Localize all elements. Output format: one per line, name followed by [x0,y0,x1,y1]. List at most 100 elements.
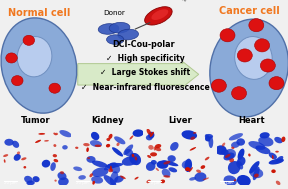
Ellipse shape [190,136,195,140]
Ellipse shape [112,147,123,156]
Ellipse shape [129,153,141,165]
Circle shape [23,35,35,45]
Ellipse shape [228,161,240,174]
Ellipse shape [237,175,251,186]
Text: 20 μm: 20 μm [4,181,17,185]
Ellipse shape [148,132,154,139]
Ellipse shape [1,18,77,113]
Ellipse shape [108,168,113,172]
Ellipse shape [83,143,90,146]
Ellipse shape [168,155,176,162]
Ellipse shape [12,141,19,148]
Ellipse shape [275,151,279,153]
Ellipse shape [229,158,234,162]
Ellipse shape [124,149,133,156]
Ellipse shape [255,145,270,154]
Ellipse shape [163,161,170,164]
Text: ✓  Large Stokes shift: ✓ Large Stokes shift [101,68,190,77]
Ellipse shape [248,153,251,156]
Circle shape [249,19,264,32]
Text: Donor: Donor [103,10,125,16]
Ellipse shape [107,35,124,44]
Circle shape [232,87,247,100]
Ellipse shape [253,167,260,180]
Ellipse shape [21,157,26,160]
Ellipse shape [90,173,93,177]
FancyArrow shape [78,62,199,87]
Ellipse shape [106,138,110,141]
Ellipse shape [225,154,230,158]
Ellipse shape [269,159,284,165]
Ellipse shape [17,151,20,154]
Ellipse shape [38,133,45,135]
Ellipse shape [118,29,139,40]
Ellipse shape [92,181,95,185]
Ellipse shape [56,133,58,135]
Ellipse shape [132,129,144,137]
Ellipse shape [116,143,120,146]
Ellipse shape [33,176,40,182]
Ellipse shape [260,132,270,139]
Ellipse shape [235,36,272,79]
Text: Heart: Heart [239,116,265,125]
Ellipse shape [154,147,156,151]
Ellipse shape [155,144,161,148]
Ellipse shape [151,9,168,20]
Ellipse shape [210,19,288,117]
Ellipse shape [24,176,33,183]
Ellipse shape [239,176,250,185]
Ellipse shape [146,162,156,171]
Ellipse shape [109,22,130,33]
Ellipse shape [258,136,274,146]
Ellipse shape [196,170,201,173]
Ellipse shape [109,163,120,174]
Circle shape [12,76,23,86]
Ellipse shape [95,145,101,147]
Ellipse shape [60,171,64,174]
Ellipse shape [130,135,133,139]
Ellipse shape [269,153,277,159]
Ellipse shape [221,149,229,155]
Circle shape [220,29,235,42]
Ellipse shape [58,172,67,180]
Ellipse shape [78,175,86,180]
Ellipse shape [58,177,69,186]
Circle shape [237,49,252,62]
Ellipse shape [156,168,159,171]
Ellipse shape [160,160,168,167]
Ellipse shape [185,159,192,172]
Ellipse shape [237,156,245,166]
Ellipse shape [236,138,245,146]
Ellipse shape [50,162,56,171]
Ellipse shape [91,176,103,184]
Ellipse shape [215,145,227,155]
Ellipse shape [53,133,57,135]
Text: ✓  High specificity: ✓ High specificity [106,54,185,63]
Ellipse shape [120,176,126,179]
Ellipse shape [185,167,190,171]
Ellipse shape [86,147,89,152]
Ellipse shape [17,36,52,77]
Ellipse shape [189,177,196,181]
Ellipse shape [14,154,21,161]
Ellipse shape [53,154,57,157]
Circle shape [255,39,270,52]
Ellipse shape [224,149,236,160]
Ellipse shape [107,163,117,168]
Ellipse shape [205,157,209,160]
Ellipse shape [150,132,154,137]
Ellipse shape [98,24,119,34]
Text: Kidney: Kidney [92,116,124,125]
Ellipse shape [110,171,118,185]
Ellipse shape [163,160,178,166]
Ellipse shape [123,144,133,155]
Ellipse shape [200,165,205,169]
Ellipse shape [254,174,259,177]
Text: ✓  Near-infrared fluorescence: ✓ Near-infrared fluorescence [81,83,210,92]
Ellipse shape [4,139,14,146]
Ellipse shape [231,147,234,149]
Ellipse shape [146,135,153,140]
Ellipse shape [272,155,274,159]
Ellipse shape [86,156,96,163]
Text: 20 μm: 20 μm [76,181,89,185]
